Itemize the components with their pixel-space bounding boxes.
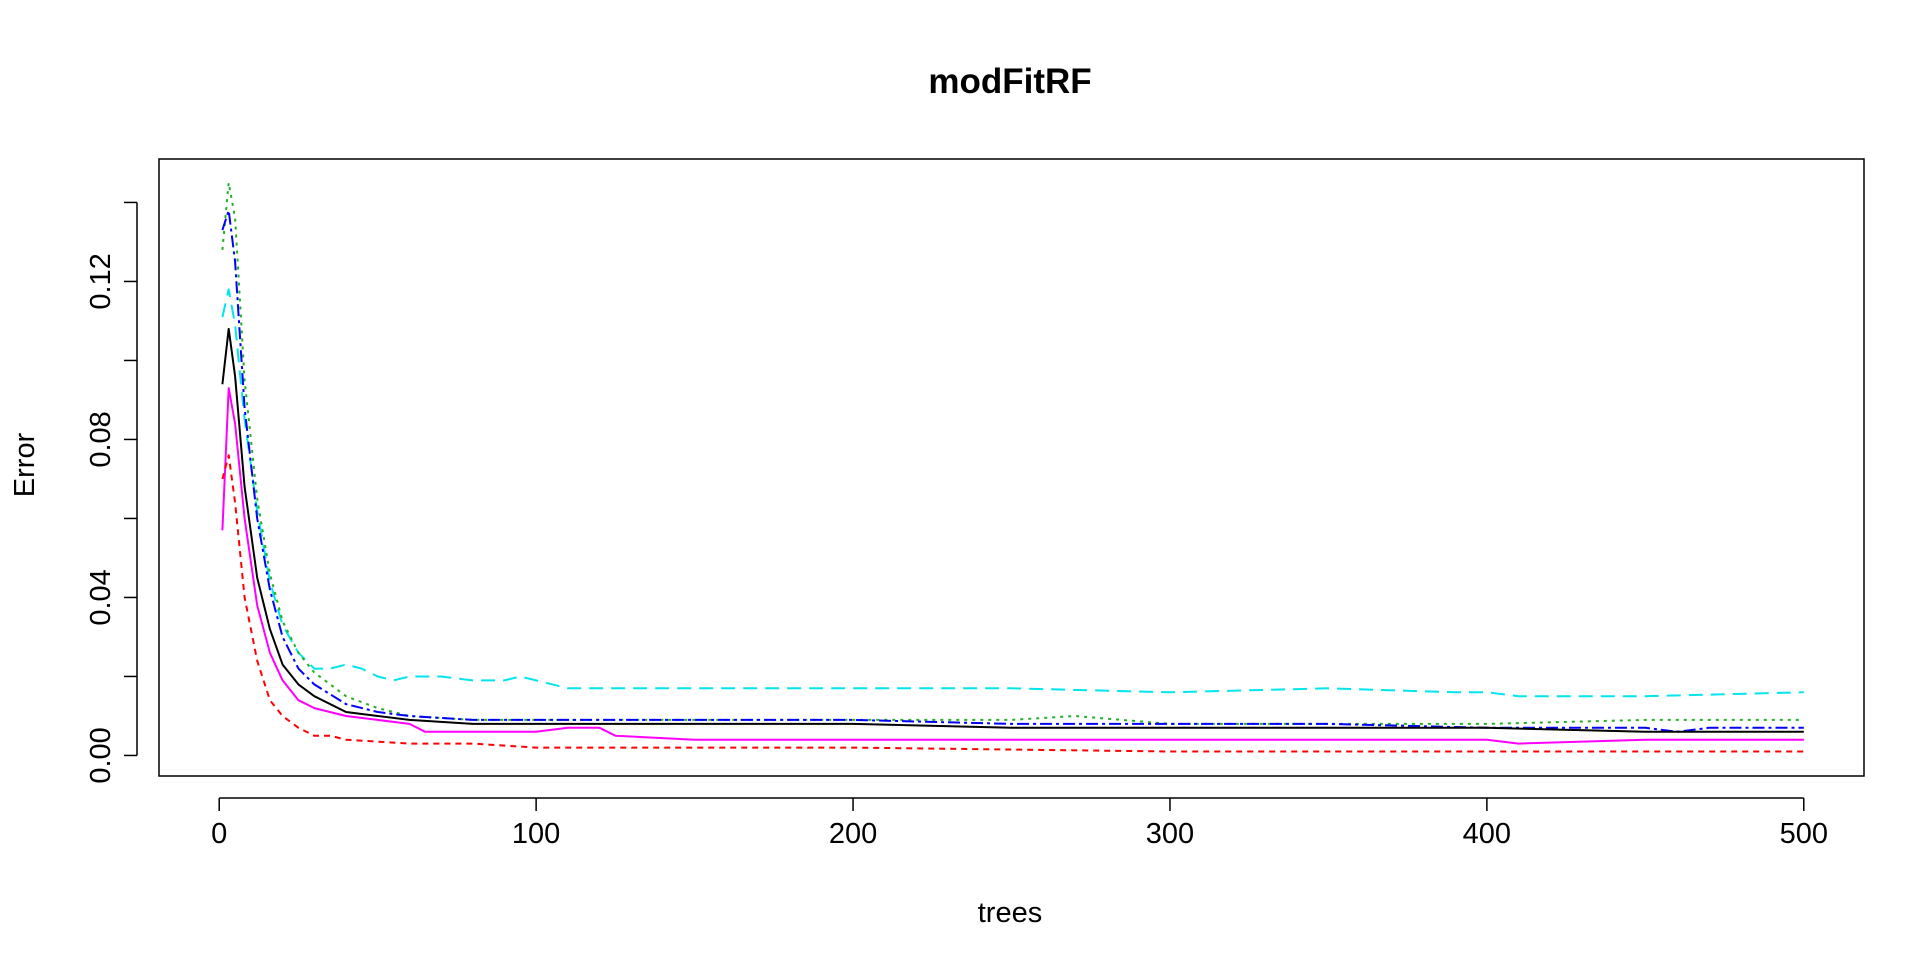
chart-title: modFitRF: [928, 62, 1091, 101]
y-tick-label: 0.04: [85, 569, 117, 625]
series-line-5: [221, 387, 1804, 745]
x-axis-label: trees: [978, 897, 1042, 929]
y-axis-label: Error: [9, 432, 41, 497]
x-tick-label: 200: [829, 818, 877, 850]
x-tick-label: 100: [512, 818, 560, 850]
series-layer: [221, 181, 1804, 753]
x-tick-label: 0: [211, 818, 227, 850]
series-line-2: [221, 181, 1804, 725]
series-line-1: [221, 288, 1804, 698]
y-tick-label: 0.00: [85, 727, 117, 783]
y-tick-label: 0.12: [85, 253, 117, 309]
x-tick-label: 500: [1780, 818, 1828, 850]
x-tick-label: 400: [1463, 818, 1511, 850]
plot-frame: [158, 158, 1865, 777]
y-axis: 0.00 0.04 0.08 0.12: [85, 201, 138, 784]
y-tick-label: 0.08: [85, 411, 117, 467]
series-line-6: [221, 454, 1804, 753]
x-axis: 0 100 200 300 400 500: [211, 797, 1828, 850]
series-line-4: [221, 327, 1804, 733]
series-line-3: [221, 209, 1804, 733]
x-tick-label: 300: [1146, 818, 1194, 850]
